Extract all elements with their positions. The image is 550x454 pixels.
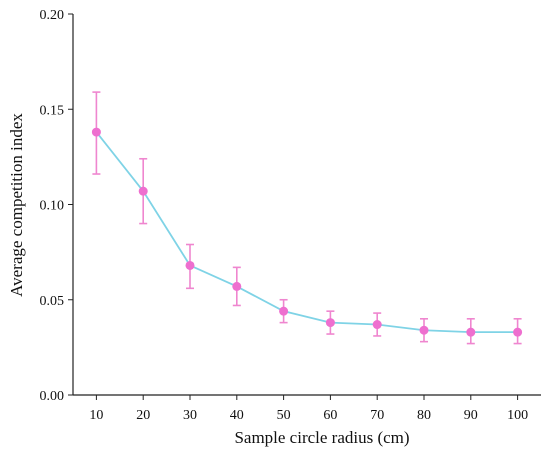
x-tick-label: 70 [370,408,384,423]
series-line-group [95,131,518,334]
x-axis-title: Sample circle radius (cm) [234,428,409,447]
x-tick-label: 30 [183,408,197,423]
x-tick-label: 10 [89,408,103,423]
x-tick-label: 100 [507,408,528,423]
data-point [419,325,429,335]
data-point [325,318,335,328]
y-axis-title: Average competition index [7,113,26,297]
x-tick-label: 80 [417,408,431,423]
data-point [279,306,289,316]
y-tick-label: 0.10 [40,199,65,214]
y-tick-label: 0.05 [40,294,65,309]
x-tick-label: 20 [136,408,150,423]
x-tick-label: 90 [464,408,478,423]
data-point [513,327,523,337]
y-tick-label: 0.20 [40,8,65,23]
x-tick-label: 40 [230,408,244,423]
axis-ticks: 10 20 30 40 50 60 70 80 90 100 0.00 0.05 0.10 0.15 0.2… [40,8,529,423]
y-tick-label: 0.00 [40,389,65,404]
y-tick-label: 0.15 [40,103,65,118]
x-tick-label: 60 [323,408,337,423]
x-tick-label: 50 [277,408,291,423]
data-points [91,127,523,337]
series-line [95,131,518,334]
data-point [91,127,101,137]
data-point [372,320,382,330]
error-bars [92,91,522,345]
data-point [185,260,195,270]
data-point [232,281,242,291]
data-point [466,327,476,337]
data-point [138,186,148,196]
